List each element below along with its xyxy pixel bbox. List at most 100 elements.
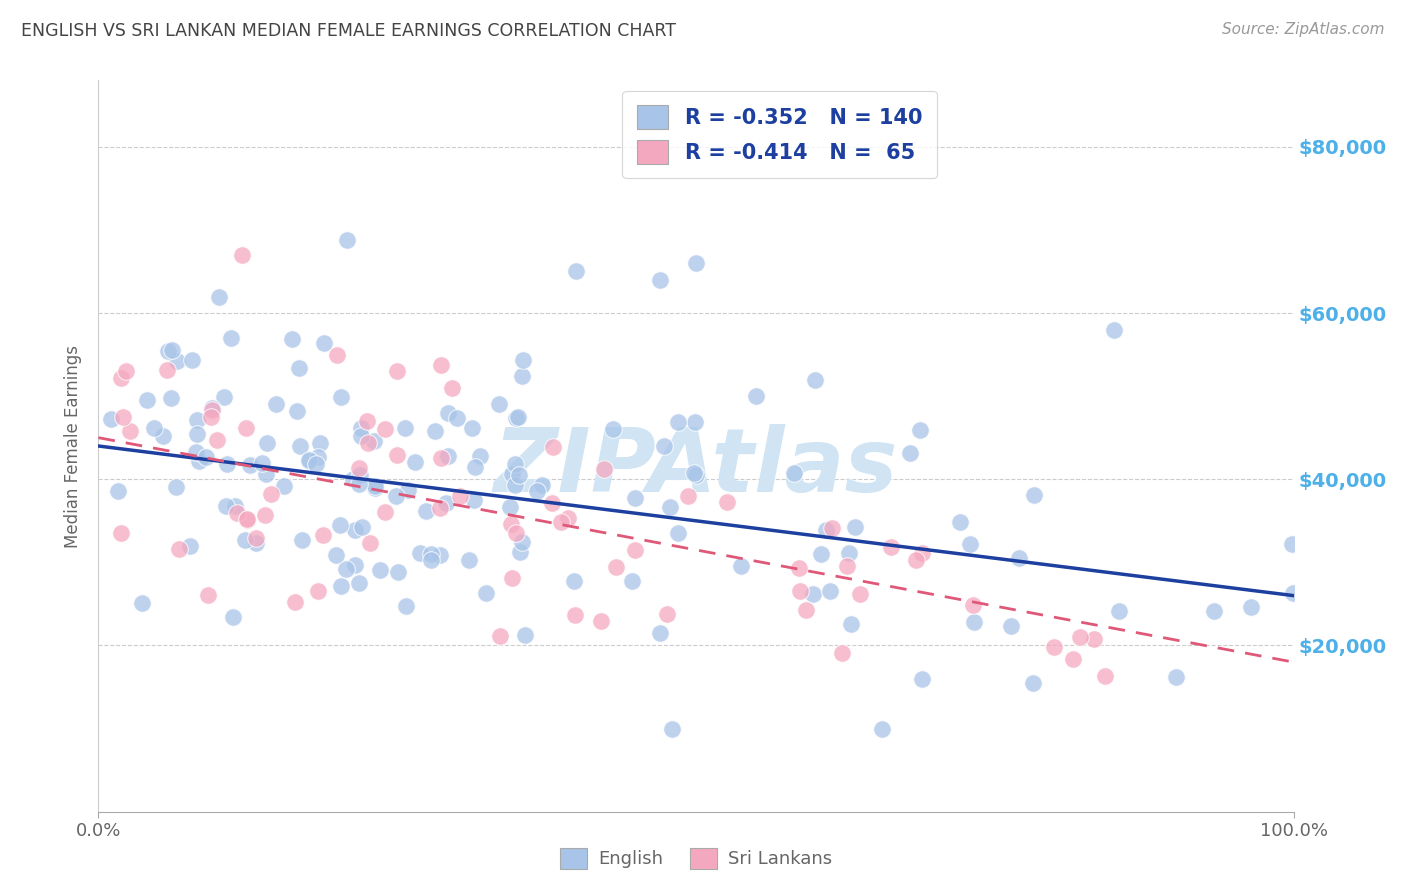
Point [349,467,371,482]
Point [385,448,408,462]
Point [963,615,986,629]
Point [329,517,352,532]
Point [531,478,554,492]
Point [201,403,224,417]
Point [505,526,527,541]
Point [1083,632,1105,647]
Point [231,248,253,262]
Point [409,546,432,560]
Point [446,411,468,425]
Point [911,672,934,686]
Point [1022,487,1045,501]
Point [180,352,202,367]
Point [364,479,387,493]
Point [1104,323,1126,337]
Point [1094,669,1116,683]
Point [166,353,188,368]
Point [429,500,451,515]
Point [513,628,536,642]
Point [131,596,153,610]
Point [501,516,523,531]
Point [461,420,484,434]
Point [683,466,706,480]
Legend: English, Sri Lankans: English, Sri Lankans [553,840,839,876]
Point [510,369,533,384]
Point [260,487,283,501]
Point [197,588,219,602]
Point [623,542,645,557]
Point [509,545,531,559]
Point [910,546,932,560]
Point [512,353,534,368]
Point [368,563,391,577]
Point [186,445,208,459]
Point [233,533,256,547]
Point [245,536,267,550]
Point [730,558,752,573]
Point [330,579,353,593]
Point [801,586,824,600]
Point [305,458,328,472]
Point [510,535,533,549]
Point [458,553,481,567]
Point [344,558,367,572]
Point [357,436,380,450]
Point [142,420,165,434]
Point [239,458,262,473]
Point [349,575,371,590]
Point [387,565,409,579]
Point [235,421,257,435]
Point [602,422,624,436]
Point [666,415,689,429]
Point [160,392,183,406]
Point [115,364,138,378]
Point [526,484,548,499]
Point [281,332,304,346]
Point [118,424,141,438]
Point [254,467,277,481]
Point [201,401,224,415]
Point [872,722,894,736]
Point [557,511,579,525]
Point [415,503,437,517]
Point [1043,640,1066,654]
Point [312,335,335,350]
Point [110,526,132,541]
Point [288,360,311,375]
Point [464,460,486,475]
Point [488,629,510,643]
Point [440,381,463,395]
Point [434,496,457,510]
Point [541,441,564,455]
Point [420,553,443,567]
Point [463,492,485,507]
Point [1062,651,1084,665]
Point [470,449,492,463]
Point [245,532,267,546]
Text: ZIPAtlas: ZIPAtlas [494,425,898,511]
Point [838,546,860,560]
Point [839,617,862,632]
Point [165,480,187,494]
Point [1000,618,1022,632]
Point [685,468,707,483]
Point [385,489,408,503]
Point [794,603,817,617]
Point [342,472,364,486]
Point [437,406,460,420]
Point [716,495,738,509]
Point [307,450,329,464]
Point [284,594,307,608]
Point [326,347,349,362]
Point [250,456,273,470]
Point [215,499,238,513]
Point [100,412,122,426]
Point [624,491,647,505]
Point [501,571,523,585]
Point [837,559,859,574]
Point [565,264,588,278]
Point [336,233,359,247]
Point [848,586,870,600]
Point [325,548,347,562]
Point [309,435,332,450]
